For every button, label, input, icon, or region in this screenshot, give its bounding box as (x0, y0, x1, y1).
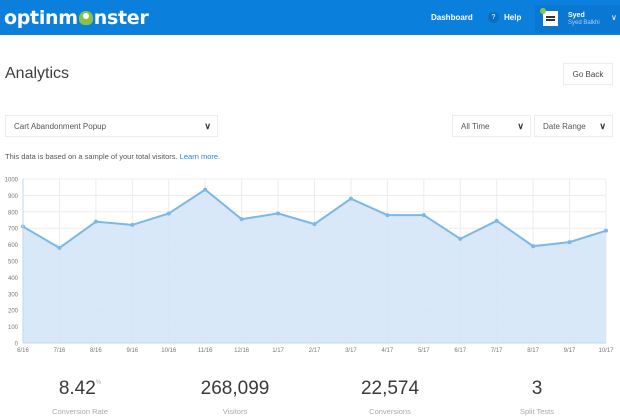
y-tick-label: 900 (8, 194, 19, 200)
y-tick-label: 300 (8, 292, 19, 298)
area-fill (23, 189, 606, 343)
chevron-down-icon: ∨ (599, 121, 606, 131)
data-point[interactable] (203, 187, 208, 192)
date-range-select[interactable]: Date Range ∨ (534, 115, 613, 137)
stat-conversion-rate: 8.42% Conversion Rate (20, 378, 140, 416)
x-tick-label: 8/16 (90, 348, 102, 354)
stat-conversions: 22,574 Conversions (330, 378, 450, 416)
x-tick-label: 12/16 (234, 348, 250, 354)
campaign-select-value: Cart Abandonment Popup (14, 122, 107, 131)
help-icon: ? (488, 12, 499, 23)
stat-unit: % (95, 380, 102, 386)
chevron-down-icon: ∨ (517, 121, 524, 131)
data-point[interactable] (239, 217, 244, 222)
data-point[interactable] (276, 211, 281, 216)
x-tick-label: 7/16 (54, 348, 66, 354)
x-tick-label: 5/17 (418, 348, 430, 354)
data-point[interactable] (567, 240, 572, 245)
y-tick-label: 1000 (5, 178, 19, 184)
help-link[interactable]: Help (504, 13, 522, 22)
optinmonster-logo[interactable]: optinm nster (4, 7, 149, 29)
date-range-value: Date Range (543, 122, 586, 131)
data-point[interactable] (421, 213, 426, 218)
time-period-value: All Time (461, 122, 490, 131)
y-tick-label: 200 (8, 309, 19, 315)
data-point[interactable] (348, 196, 353, 201)
x-tick-label: 10/16 (161, 348, 177, 354)
data-point[interactable] (130, 222, 135, 227)
x-tick-label: 10/17 (598, 348, 614, 354)
x-tick-label: 8/17 (527, 348, 539, 354)
x-tick-label: 4/17 (382, 348, 394, 354)
logo-text: nster (93, 7, 149, 29)
x-tick-label: 7/17 (491, 348, 503, 354)
stat-value: 3 (531, 378, 543, 399)
data-point[interactable] (604, 228, 608, 233)
page-title: Analytics (5, 65, 70, 82)
data-point[interactable] (385, 213, 390, 218)
stat-value: 8.42 (58, 378, 96, 399)
stat-label: Visitors (222, 407, 248, 416)
data-point[interactable] (166, 211, 171, 216)
x-tick-label: 6/17 (454, 348, 466, 354)
y-tick-label: 700 (8, 227, 19, 233)
x-tick-label: 3/17 (345, 348, 357, 354)
y-tick-label: 400 (8, 276, 19, 282)
stat-value: 22,574 (360, 378, 420, 399)
stat-value: 268,099 (200, 378, 270, 399)
user-name: Syed (568, 12, 585, 19)
stat-label: Conversions (369, 407, 411, 416)
data-point[interactable] (312, 222, 317, 227)
x-tick-label: 2/17 (309, 348, 321, 354)
avatar (543, 11, 558, 26)
data-point[interactable] (93, 219, 98, 224)
stat-label: Conversion Rate (52, 407, 108, 416)
y-tick-label: 500 (8, 260, 19, 266)
top-navigation-bar: optinm nster Dashboard ? Help Syed Syed B… (0, 0, 620, 35)
data-point[interactable] (57, 245, 62, 250)
x-tick-label: 6/16 (17, 348, 29, 354)
dashboard-link[interactable]: Dashboard (431, 13, 473, 22)
data-point[interactable] (458, 236, 463, 241)
learn-more-link[interactable]: Learn more. (179, 152, 221, 161)
chevron-down-icon: ∨ (204, 121, 211, 131)
sample-notice: This data is based on a sample of your t… (5, 152, 220, 161)
campaign-select[interactable]: Cart Abandonment Popup ∨ (5, 115, 218, 137)
user-menu[interactable]: Syed Syed Balkhi ∨ (535, 5, 620, 33)
data-point[interactable] (531, 244, 536, 249)
time-period-select[interactable]: All Time ∨ (452, 115, 531, 137)
monster-icon (78, 11, 93, 25)
y-tick-label: 0 (15, 342, 19, 348)
x-tick-label: 9/16 (126, 348, 138, 354)
logo-text: optinm (4, 7, 78, 29)
stat-visitors: 268,099 Visitors (175, 378, 295, 416)
analytics-area-chart: 0 100 200 300 400 500 600 700 800 900 1000 6/16 7/16… (5, 178, 615, 355)
x-tick-label: 9/17 (564, 348, 576, 354)
stat-split-tests: 3 Split Tests (477, 378, 597, 416)
x-tick-label: 11/16 (198, 348, 213, 354)
chevron-down-icon: ∨ (611, 13, 617, 22)
data-point[interactable] (494, 218, 499, 223)
x-tick-label: 1/17 (272, 348, 284, 354)
y-tick-label: 600 (8, 243, 19, 249)
sample-notice-text: This data is based on a sample of your t… (5, 152, 178, 161)
y-tick-label: 100 (8, 325, 19, 331)
online-status-icon (540, 8, 546, 14)
user-fullname: Syed Balkhi (568, 20, 600, 26)
go-back-button[interactable]: Go Back (563, 63, 613, 85)
y-tick-label: 800 (8, 210, 19, 216)
stat-label: Split Tests (519, 407, 555, 416)
